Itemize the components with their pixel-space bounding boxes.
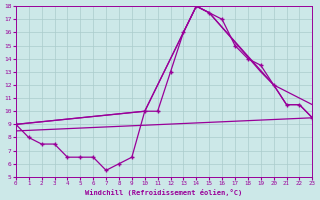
- X-axis label: Windchill (Refroidissement éolien,°C): Windchill (Refroidissement éolien,°C): [85, 189, 243, 196]
